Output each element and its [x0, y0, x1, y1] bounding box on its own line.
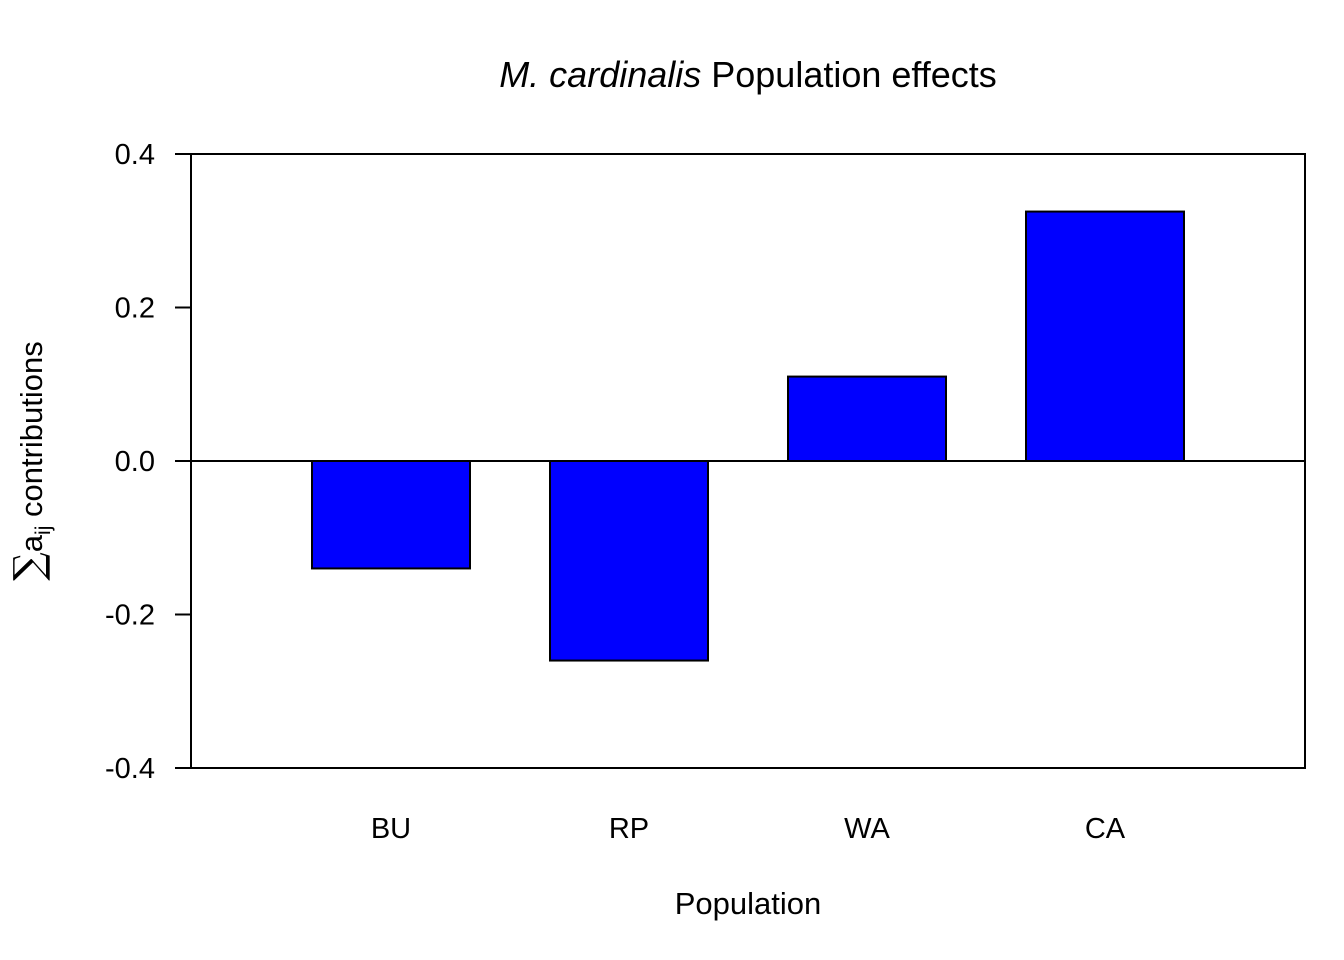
- y-tick-label: -0.4: [105, 753, 155, 785]
- bar-ca: [1025, 210, 1185, 462]
- x-tick-label: BU: [371, 813, 411, 845]
- chart-title-rest: Population effects: [701, 54, 997, 95]
- y-axis-label-symbol: ∑: [6, 552, 52, 581]
- y-axis: -0.4 -0.2 0.0 0.2 0.4: [105, 139, 191, 785]
- y-tick-label: 0.4: [115, 139, 155, 171]
- x-tick-label: WA: [844, 813, 890, 845]
- y-axis-label-var: a: [14, 534, 49, 552]
- x-tick-label: CA: [1085, 813, 1126, 845]
- y-tick-label: -0.2: [105, 600, 155, 632]
- y-tick-label: 0.0: [115, 446, 155, 478]
- chart-title-italic: M. cardinalis: [499, 54, 701, 95]
- x-axis-label: Population: [675, 886, 822, 921]
- bar-wa: [787, 375, 947, 463]
- chart-title: M. cardinalis Population effects: [499, 54, 997, 95]
- y-axis-label-sub: ij: [32, 526, 55, 535]
- svg-text:∑aij contributions: ∑aij contributions: [6, 341, 55, 581]
- bar-rp: [549, 460, 709, 662]
- bar-bu: [311, 460, 471, 570]
- bars: [311, 210, 1185, 662]
- x-tick-label: RP: [609, 813, 649, 845]
- y-axis-label: ∑aij contributions: [6, 341, 55, 581]
- y-axis-label-rest: contributions: [14, 341, 49, 525]
- y-tick-label: 0.2: [115, 293, 155, 325]
- x-axis-tick-labels: BU RP WA CA: [371, 813, 1126, 845]
